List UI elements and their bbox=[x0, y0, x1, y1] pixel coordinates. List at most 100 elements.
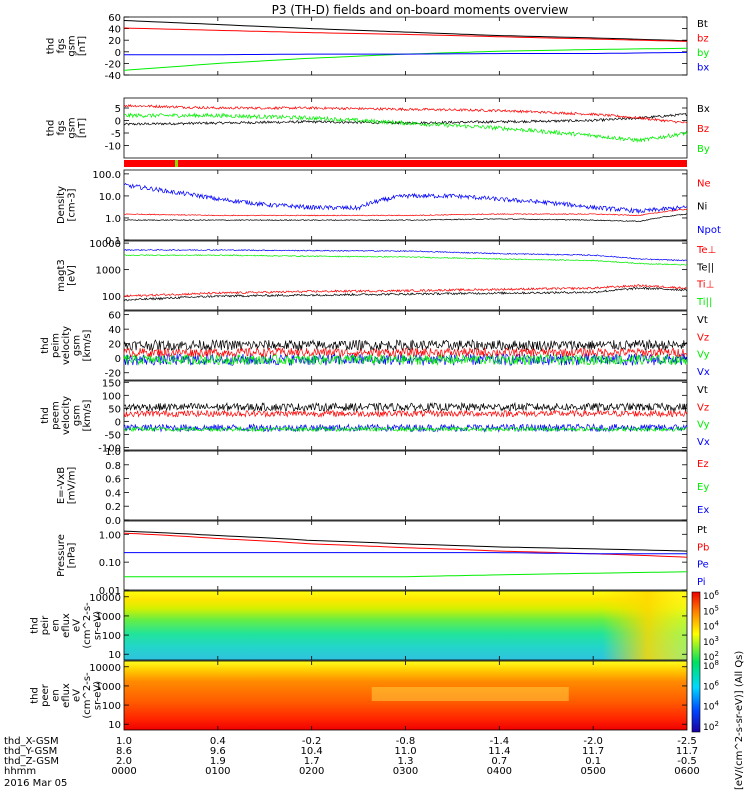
panel-frame bbox=[123, 97, 688, 159]
x-tick-label: 10.4 bbox=[301, 746, 323, 757]
y-axis-label: [km/s] bbox=[82, 329, 93, 361]
y-axis-label: fgs bbox=[56, 120, 67, 135]
y-axis-label-group: E=-VxB [mV/m] bbox=[56, 467, 78, 505]
x-tick-label: 0.7 bbox=[491, 756, 507, 767]
x-tick-label: 0300 bbox=[393, 766, 418, 777]
y-tick-label: 0.01 bbox=[99, 586, 121, 597]
figure-title: P3 (TH-D) fields and on-board moments ov… bbox=[272, 3, 569, 17]
y-axis-label-group: Density [cm-3] bbox=[56, 186, 78, 224]
y-tick-label: 100.0 bbox=[92, 170, 121, 181]
y-axis-label: thd bbox=[45, 38, 56, 55]
colorbar-tick-label: 104 bbox=[703, 700, 719, 713]
quality-flag-bar bbox=[124, 160, 687, 167]
series-Vt-line bbox=[123, 401, 688, 413]
colorbar-tick-label: 106 bbox=[703, 589, 719, 602]
y-axis-label: [mV/m] bbox=[66, 467, 77, 505]
x-tick-label: 1.0 bbox=[116, 736, 132, 747]
y-axis-label: gsm bbox=[66, 35, 77, 56]
y-axis-label: thd bbox=[45, 120, 56, 137]
x-tick-label: 1.3 bbox=[398, 756, 414, 767]
quality-flag-marker bbox=[175, 160, 178, 167]
y-axis-label: Density bbox=[56, 186, 67, 224]
y-tick-label: 150 bbox=[102, 378, 121, 389]
x-tick-label: 1.9 bbox=[210, 756, 226, 767]
x-tick-label: 0400 bbox=[487, 766, 512, 777]
y-axis-label: Pressure bbox=[56, 534, 67, 577]
y-axis-label: eV bbox=[72, 619, 83, 632]
series-Pi-line bbox=[124, 571, 688, 578]
colorbar-tick-label: 103 bbox=[703, 635, 719, 648]
series-Vy-line bbox=[124, 425, 688, 433]
y-axis-label: en bbox=[51, 619, 62, 632]
y-axis-label: thd bbox=[40, 337, 51, 354]
x-tick-label: 1.7 bbox=[304, 756, 320, 767]
y-tick-label: 40 bbox=[108, 325, 121, 336]
legend-Npot: Npot bbox=[697, 225, 721, 236]
x-tick-label: -0.2 bbox=[302, 736, 322, 747]
colorbar-tick-label: 105 bbox=[703, 604, 719, 617]
y-tick-label: -40 bbox=[105, 71, 121, 82]
series-Ni-line bbox=[123, 213, 688, 222]
y-axis-label: peim bbox=[51, 333, 62, 358]
panel-frame bbox=[123, 520, 688, 591]
y-tick-label: 0 bbox=[115, 48, 121, 59]
series-bx-line bbox=[124, 51, 688, 56]
legend-Pt: Pt bbox=[697, 525, 707, 536]
legend-Ez: Ez bbox=[697, 459, 709, 470]
x-tick-label: 0.1 bbox=[585, 756, 601, 767]
legend-Pb: Pb bbox=[697, 542, 709, 553]
y-axis-label: sr-eV) bbox=[93, 611, 104, 640]
legend-Ey: Ey bbox=[697, 482, 709, 493]
y-tick-label: 20 bbox=[108, 340, 121, 351]
series-Npot-line bbox=[123, 182, 688, 215]
y-axis-label: peir bbox=[40, 615, 51, 635]
y-tick-label: 1.00 bbox=[99, 530, 121, 541]
series-Ti⊥-line bbox=[123, 248, 688, 262]
x-tick-label: 0.4 bbox=[210, 736, 226, 747]
panel-frame bbox=[123, 16, 688, 76]
y-tick-label: 50 bbox=[108, 404, 121, 415]
y-tick-label: 0 bbox=[115, 354, 121, 365]
y-axis-label: magt3 bbox=[56, 259, 67, 292]
y-axis-label: en bbox=[51, 689, 62, 702]
y-axis-label: sr-eV) bbox=[93, 681, 104, 710]
colorbar-tick-label: 102 bbox=[703, 650, 719, 663]
legend-by: by bbox=[697, 48, 709, 59]
date-label: 2016 Mar 05 bbox=[4, 778, 67, 789]
y-tick-label: 60 bbox=[108, 13, 121, 24]
y-tick-label: 0.8 bbox=[105, 461, 121, 472]
y-tick-label: 100 bbox=[102, 701, 121, 712]
legend-bx: bx bbox=[697, 63, 709, 74]
x-tick-label: 11.7 bbox=[582, 746, 604, 757]
legend-Bt: Bt bbox=[697, 19, 708, 30]
y-axis-label-group: Pressure [nPa] bbox=[56, 534, 78, 577]
y-tick-label: 10 bbox=[108, 720, 121, 731]
legend-Ni: Ni bbox=[697, 202, 707, 213]
legend-Pi: Pi bbox=[697, 577, 706, 588]
legend-Ne: Ne bbox=[697, 178, 711, 189]
series-Bz-line bbox=[123, 104, 688, 124]
colorbar-unit-label: [eV/(cm^2-s-sr-eV)] (All Qs) bbox=[734, 651, 745, 790]
spectrogram-overlay bbox=[371, 687, 569, 701]
y-axis-label: [km/s] bbox=[82, 399, 93, 431]
series-Vy-line bbox=[123, 353, 688, 366]
y-axis-label: eflux bbox=[61, 613, 72, 638]
y-tick-label: 5 bbox=[115, 104, 121, 115]
y-axis-label: (cm^2-s- bbox=[82, 602, 93, 649]
legend-Ti||: Ti|| bbox=[696, 297, 712, 308]
x-tick-label: 0600 bbox=[674, 766, 699, 777]
y-axis-label: eV bbox=[72, 689, 83, 702]
x-row-label: hhmm bbox=[4, 766, 36, 777]
y-axis-label-group: thd fgs gsm [nT] bbox=[45, 35, 88, 56]
x-tick-label: 11.4 bbox=[488, 746, 510, 757]
y-axis-label-group: thd peer en eflux eV (cm^2-s-sr-eV) bbox=[30, 672, 104, 719]
legend-Vx: Vx bbox=[697, 437, 710, 448]
series-Te||-line bbox=[123, 286, 688, 302]
legend-Vz: Vz bbox=[697, 402, 709, 413]
legend-Te⊥: Te⊥ bbox=[696, 245, 716, 256]
x-tick-label: 11.0 bbox=[394, 746, 416, 757]
panel-frame bbox=[123, 240, 688, 311]
y-axis-label-group: magt3 [eV] bbox=[56, 259, 78, 292]
legend-Vx: Vx bbox=[697, 367, 710, 378]
